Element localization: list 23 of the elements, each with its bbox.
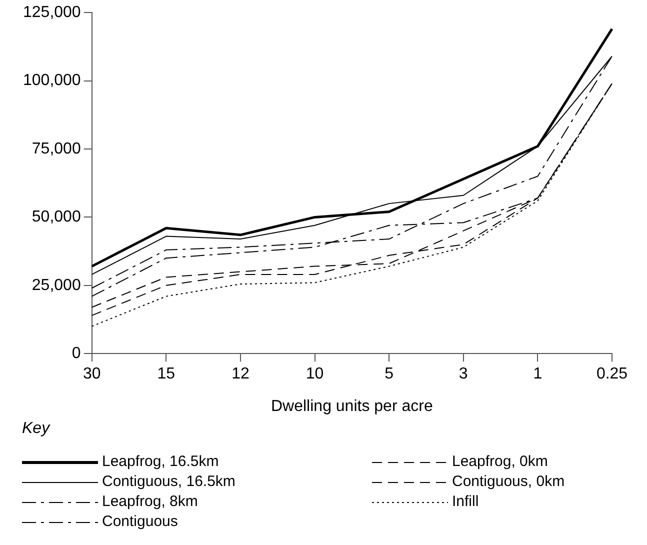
legend-label: Infill [452,492,479,512]
legend-title: Key [22,420,52,438]
x-tick-label: 1 [533,366,542,383]
y-tick-label: 75,000 [32,140,81,158]
x-tick-label: 0.25 [596,366,628,383]
legend-label: Contiguous, 0km [452,472,565,492]
x-tick-label: 12 [232,366,250,383]
y-tick-label: 0 [72,345,81,362]
legend-label: Leapfrog, 8km [102,492,198,512]
x-tick-label: 15 [157,366,176,383]
x-axis-title: Dwelling units per acre [270,398,433,415]
legend-label: Contiguous [102,512,178,532]
legend-label: Leapfrog, 0km [452,452,548,472]
x-tick-label: 30 [82,366,101,383]
y-tick-label: 125,000 [22,4,81,22]
x-tick-label: 10 [306,366,324,383]
y-tick-label: 100,000 [22,72,81,90]
y-tick-label: 25,000 [32,276,81,294]
y-tick-label: 50,000 [32,208,81,226]
legend-label: Leapfrog, 16.5km [102,452,219,472]
x-tick-label: 5 [384,366,394,383]
x-tick-label: 3 [458,366,468,383]
legend-label: Contiguous, 16.5km [102,472,236,492]
